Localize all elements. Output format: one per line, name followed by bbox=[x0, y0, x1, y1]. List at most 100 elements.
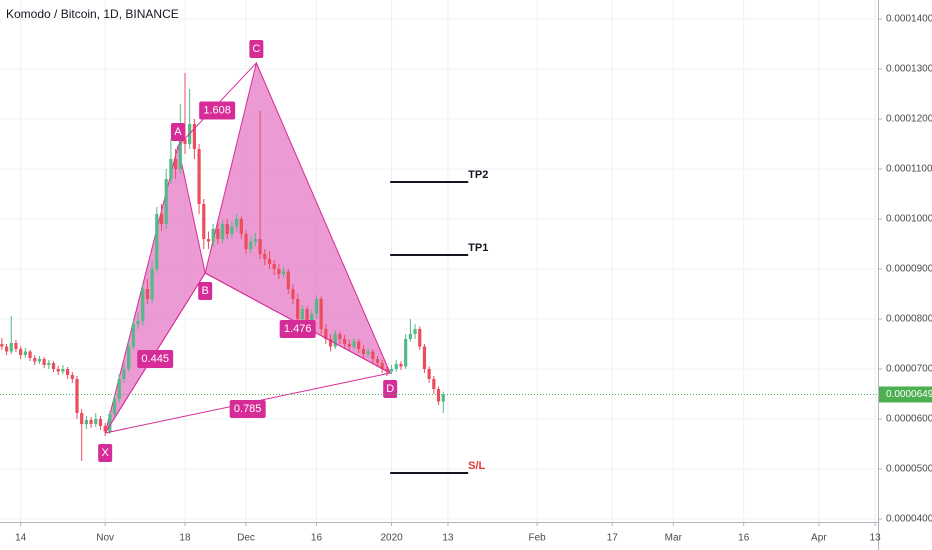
candle-body bbox=[267, 259, 272, 264]
candle-body bbox=[272, 264, 276, 269]
candle-body bbox=[310, 314, 314, 324]
ratio-box bbox=[199, 101, 236, 120]
candle-body bbox=[389, 369, 394, 372]
ratio-label: 0.445 bbox=[141, 353, 169, 365]
candle-body bbox=[145, 289, 150, 299]
candle-body bbox=[220, 224, 225, 239]
level-label: S/L bbox=[468, 460, 485, 472]
candle-body bbox=[183, 139, 187, 144]
x-tick-label: Feb bbox=[529, 533, 547, 544]
candle-body bbox=[277, 269, 281, 274]
last-price-label: 0.0000649 bbox=[886, 389, 932, 400]
candle-body bbox=[314, 299, 319, 314]
candle-body bbox=[80, 413, 84, 424]
candle-body bbox=[296, 299, 300, 319]
y-tick-label: 0.0001300 bbox=[886, 64, 932, 75]
candle-body bbox=[422, 346, 427, 369]
ratio-label: 1.608 bbox=[203, 104, 231, 116]
point-label: C bbox=[252, 43, 260, 55]
candle-body bbox=[441, 394, 445, 402]
y-tick-label: 0.0000400 bbox=[886, 514, 932, 525]
x-tick-label: 16 bbox=[738, 533, 750, 544]
point-label: B bbox=[202, 285, 209, 297]
candle-body bbox=[61, 369, 65, 372]
y-tick-label: 0.0000900 bbox=[886, 264, 932, 275]
candle-body bbox=[333, 334, 337, 347]
candle-body bbox=[286, 271, 290, 289]
candle-body bbox=[371, 351, 375, 359]
y-tick-label: 0.0000500 bbox=[886, 464, 932, 475]
candle-body bbox=[328, 339, 333, 347]
candle-body bbox=[197, 149, 201, 204]
plot-area: 0.445 1.608 1.476 0.785 X A B C D TP2 TP1 S/L bbox=[0, 40, 878, 474]
candle-body bbox=[127, 346, 131, 369]
candle-body bbox=[84, 420, 88, 424]
candle-body bbox=[408, 334, 412, 339]
candle-body bbox=[94, 419, 98, 424]
ratio-box bbox=[279, 320, 316, 338]
x-tick-label: 13 bbox=[870, 533, 882, 544]
candle-body bbox=[112, 399, 117, 414]
x-tick-label: 14 bbox=[15, 533, 27, 544]
candle-body bbox=[103, 426, 107, 432]
level-label: TP2 bbox=[468, 169, 488, 181]
candle-body bbox=[263, 254, 267, 259]
candle-body bbox=[192, 124, 196, 149]
candle-body bbox=[281, 271, 286, 274]
ratio-box bbox=[137, 350, 174, 368]
candle-body bbox=[206, 239, 211, 242]
candle-body bbox=[33, 358, 37, 362]
ratio-box bbox=[229, 400, 266, 418]
x-tick-label: 16 bbox=[311, 533, 323, 544]
candle-body bbox=[357, 341, 361, 349]
candle-body bbox=[338, 334, 342, 339]
candle-body bbox=[347, 344, 351, 347]
candle-body bbox=[239, 219, 243, 234]
chart-title: Komodo / Bitcoin, 1D, BINANCE bbox=[6, 7, 179, 21]
candle-body bbox=[174, 159, 178, 169]
y-tick-label: 0.0000700 bbox=[886, 364, 932, 375]
point-box bbox=[249, 40, 264, 58]
x-tick-label: 13 bbox=[442, 533, 454, 544]
y-tick-label: 0.0001000 bbox=[886, 214, 932, 225]
candle-body bbox=[399, 364, 403, 367]
candle-body bbox=[75, 379, 79, 413]
candle-body bbox=[66, 369, 70, 375]
point-box bbox=[98, 444, 113, 462]
candle-body bbox=[291, 289, 295, 299]
point-label: D bbox=[386, 383, 394, 395]
candle-body bbox=[235, 219, 239, 227]
candle-body bbox=[305, 309, 309, 324]
candle-body bbox=[19, 349, 23, 355]
candle-body bbox=[51, 363, 56, 369]
y-tick-label: 0.0000600 bbox=[886, 414, 932, 425]
candle-body bbox=[394, 364, 398, 369]
candle-body bbox=[361, 349, 366, 354]
candle-body bbox=[258, 239, 262, 254]
candle-body bbox=[324, 329, 328, 339]
candle-body bbox=[366, 351, 370, 354]
candle-body bbox=[244, 234, 248, 249]
candle-body bbox=[385, 369, 389, 372]
candle-body bbox=[0, 344, 4, 347]
candle-body bbox=[141, 289, 145, 321]
candle-body bbox=[122, 369, 126, 379]
candle-body bbox=[23, 351, 27, 355]
candle-body bbox=[89, 420, 93, 424]
candle-body bbox=[380, 363, 384, 369]
candle-body bbox=[4, 346, 9, 352]
candle-body bbox=[98, 419, 103, 426]
candle-body bbox=[230, 226, 234, 234]
candle-body bbox=[159, 214, 164, 224]
y-tick-label: 0.0000800 bbox=[886, 314, 932, 325]
candle-body bbox=[136, 321, 140, 324]
candle-body bbox=[56, 369, 60, 372]
candle-body bbox=[202, 204, 206, 239]
candle-body bbox=[42, 359, 46, 365]
candle-body bbox=[117, 379, 121, 399]
candle-body bbox=[131, 324, 135, 347]
candle-body bbox=[9, 343, 13, 352]
point-label: A bbox=[174, 126, 182, 138]
